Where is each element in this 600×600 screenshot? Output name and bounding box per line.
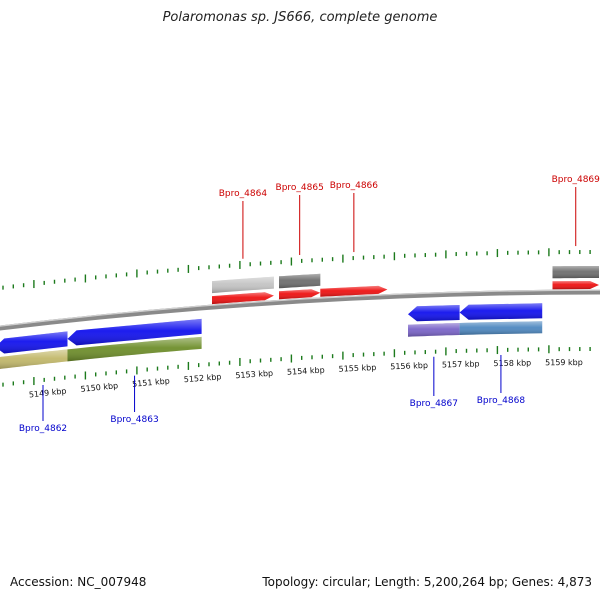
reverse-feature-shine: [408, 323, 460, 337]
scale-label: 5153 kbp: [235, 369, 273, 381]
reverse-gene-label[interactable]: Bpro_4863: [110, 415, 158, 425]
map-title: Polaromonas sp. JS666, complete genome: [162, 10, 438, 25]
forward-gene-shine: [212, 292, 274, 305]
scale-label: 5159 kbp: [545, 358, 583, 367]
scale-label: 5150 kbp: [80, 381, 118, 394]
reverse-gene-label[interactable]: Bpro_4862: [19, 424, 67, 434]
scale-label: 5149 kbp: [28, 386, 66, 399]
forward-feature-shine: [279, 273, 321, 289]
reverse-gene-shine: [67, 318, 202, 346]
reverse-gene-shine: [459, 303, 543, 320]
backbone-layer: [0, 289, 600, 331]
reverse-feature-shine: [67, 336, 202, 362]
forward-gene-label[interactable]: Bpro_4869: [552, 175, 600, 185]
inner-tick-ring: [2, 345, 591, 387]
scale-label: 5155 kbp: [338, 363, 376, 374]
backbone-line: [0, 289, 600, 331]
scale-label: 5152 kbp: [183, 372, 221, 384]
reverse-gene-shine: [408, 305, 460, 322]
forward-gene-shine: [320, 285, 388, 297]
reverse-feature-shine: [459, 321, 543, 335]
forward-gene-shine: [552, 281, 599, 290]
reverse-gene-label[interactable]: Bpro_4868: [477, 396, 526, 406]
forward-gene-shine: [279, 289, 321, 300]
gene-layer: [0, 281, 599, 354]
forward-feature-shine: [552, 266, 599, 279]
reverse-feature-shine: [0, 349, 68, 369]
accession-text: Accession: NC_007948: [10, 575, 147, 589]
scale-label: 5154 kbp: [287, 366, 325, 377]
scale-label: 5156 kbp: [390, 361, 428, 371]
reverse-gene-label[interactable]: Bpro_4867: [410, 399, 458, 409]
scale-labels: 5149 kbp 5150 kbp 5151 kbp 5152 kbp 5153 kbp…: [28, 358, 582, 400]
reverse-gene-shine: [0, 331, 68, 354]
topology-summary: Topology: circular; Length: 5,200,264 bp…: [262, 575, 592, 589]
scale-label: 5158 kbp: [493, 358, 531, 368]
scale-label: 5151 kbp: [132, 376, 170, 388]
outer-tick-ring: [2, 248, 591, 290]
forward-gene-label[interactable]: Bpro_4866: [330, 181, 379, 191]
forward-gene-label[interactable]: Bpro_4864: [219, 189, 268, 199]
forward-gene-label[interactable]: Bpro_4865: [276, 183, 324, 193]
forward-feature-shine: [212, 276, 274, 294]
feature-layer: [0, 266, 599, 369]
scale-label: 5157 kbp: [442, 359, 480, 369]
gene-labels: Bpro_4864 Bpro_4865 Bpro_4866 Bpro_4869 Bpro…: [19, 175, 600, 434]
